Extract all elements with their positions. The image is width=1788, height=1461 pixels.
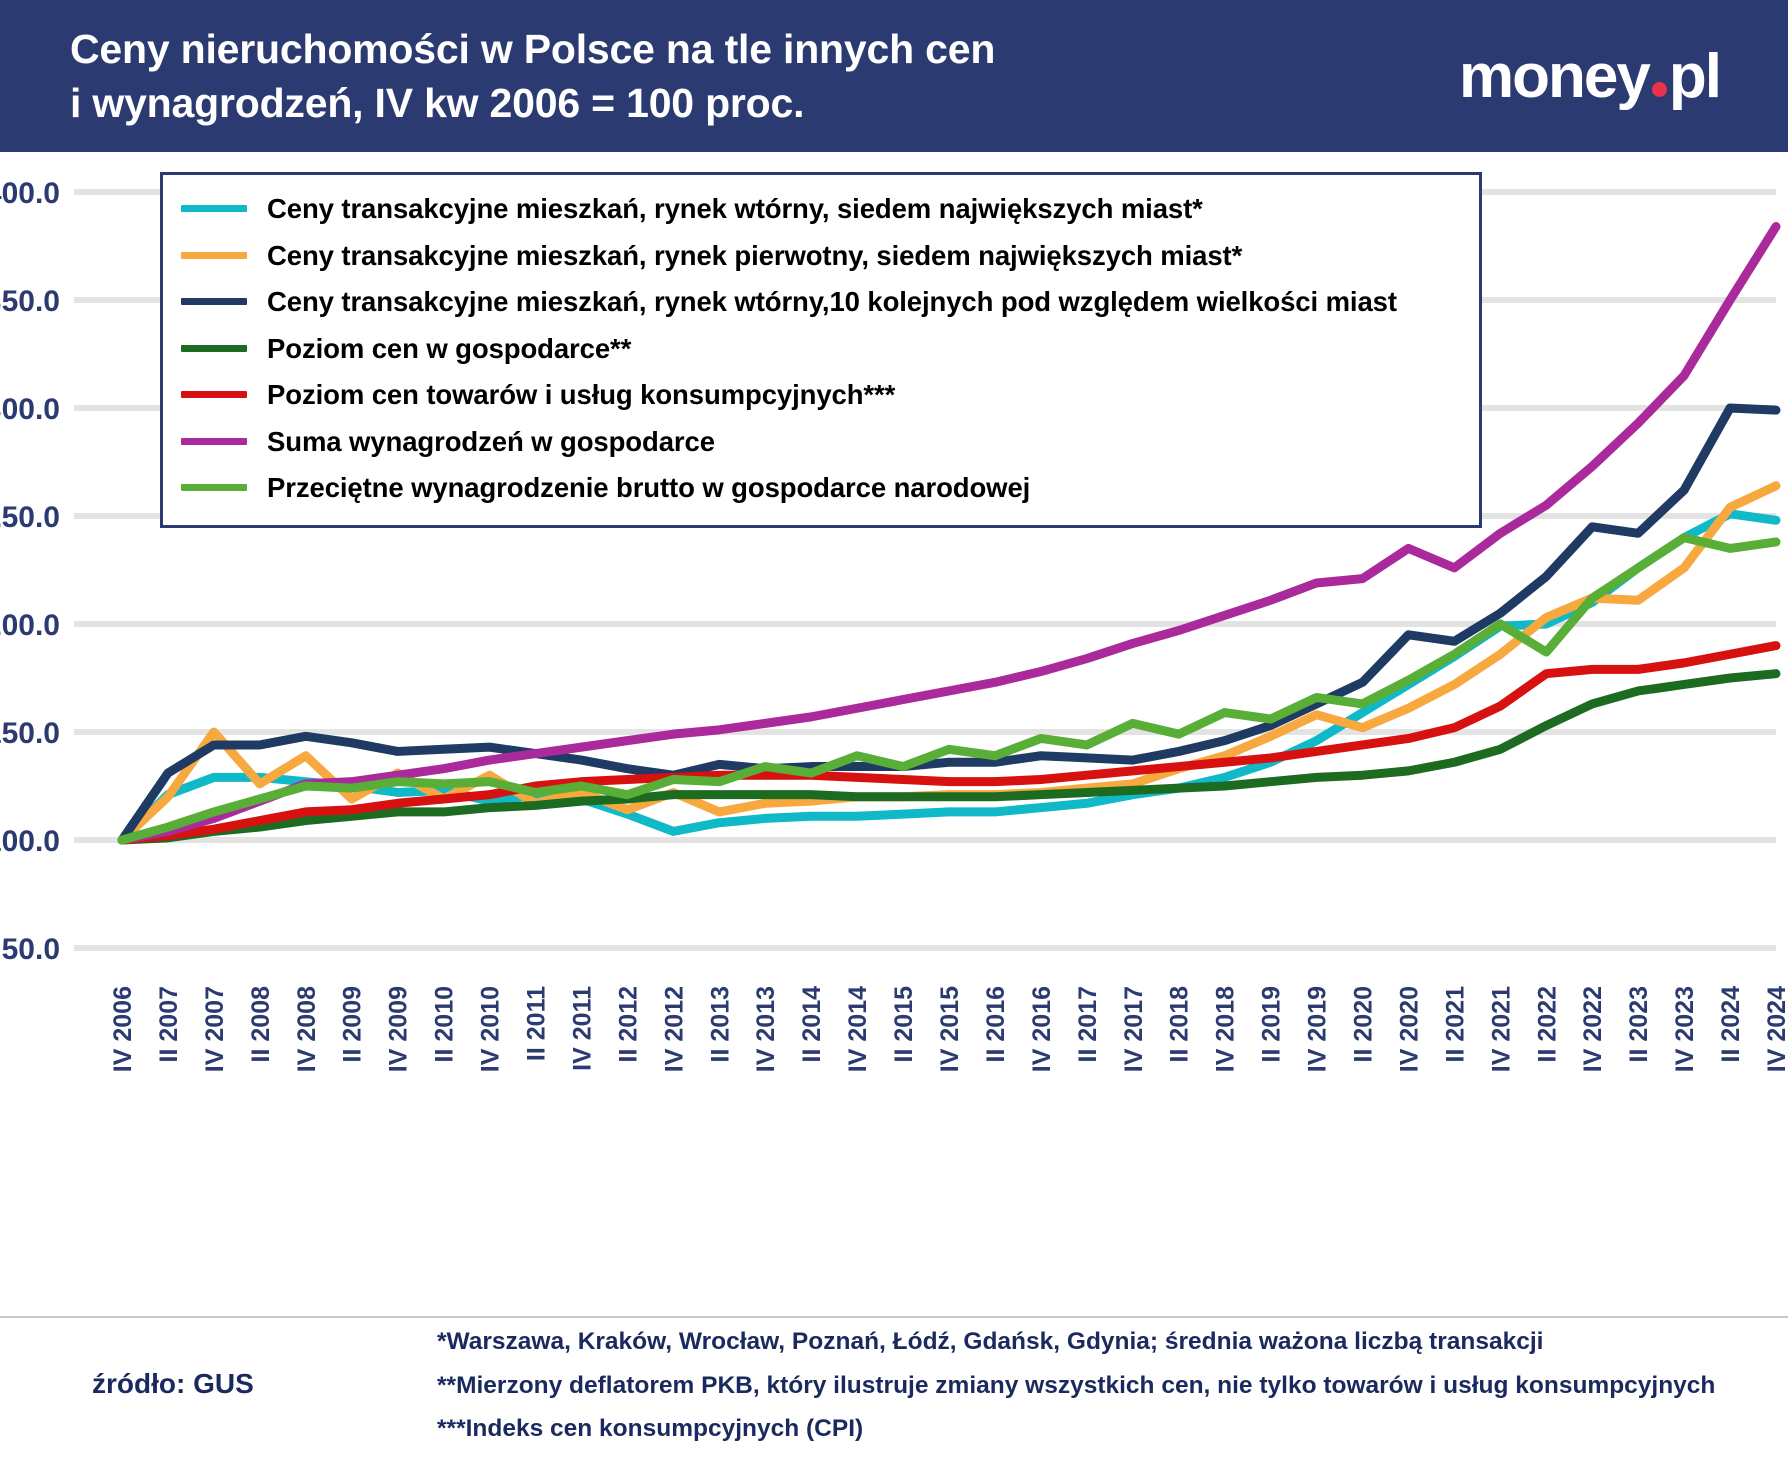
x-axis-tick: II 2012 — [614, 986, 642, 1062]
x-axis-tick: IV 2012 — [660, 986, 688, 1072]
x-axis-tick: II 2007 — [155, 986, 183, 1062]
x-axis-tick: IV 2015 — [936, 986, 964, 1072]
x-axis-tick: IV 2007 — [201, 986, 229, 1072]
x-axis-tick: II 2017 — [1074, 986, 1102, 1062]
x-axis-tick: II 2013 — [706, 986, 734, 1062]
legend-label-1: Ceny transakcyjne mieszkań, rynek pierwo… — [267, 239, 1243, 271]
x-axis-tick: IV 2024 — [1763, 986, 1788, 1072]
series-line-2 — [117, 403, 1781, 845]
x-axis-tick: IV 2018 — [1212, 986, 1240, 1072]
legend-color-swatch-0 — [181, 205, 247, 212]
x-axis-tick: II 2008 — [247, 986, 275, 1063]
legend-color-swatch-2 — [181, 298, 247, 306]
x-axis-tick: II 2020 — [1350, 986, 1378, 1062]
x-axis-tick: II 2019 — [1258, 986, 1286, 1062]
x-axis-tick: II 2015 — [890, 986, 918, 1063]
chart-series-lines — [117, 222, 1781, 845]
x-axis-tick: IV 2010 — [477, 986, 505, 1072]
x-axis-tick: IV 2009 — [385, 986, 413, 1072]
x-axis-tick: IV 2013 — [752, 986, 780, 1072]
legend-label-2: Ceny transakcyjne mieszkań, rynek wtórny… — [267, 286, 1397, 318]
chart-footer: źródło: GUS *Warszawa, Kraków, Wrocław, … — [0, 1316, 1788, 1441]
legend-label-5: Suma wynagrodzeń w gospodarce — [267, 425, 715, 457]
series-line-6 — [117, 533, 1781, 845]
footnote-1: *Warszawa, Kraków, Wrocław, Poznań, Łódź… — [437, 1328, 1544, 1355]
y-axis-tick: 50.0 — [2, 933, 60, 966]
brand-name-right: pl — [1668, 41, 1722, 111]
x-axis-tick: II 2024 — [1717, 986, 1745, 1063]
y-axis-tick-labels: 50.0 100.0 150.0 200.0 250.0 300.0 350.0 400.0 — [0, 177, 60, 966]
x-axis-tick: IV 2019 — [1304, 986, 1332, 1072]
x-axis-tick: IV 2014 — [844, 986, 872, 1072]
x-axis-tick: IV 2020 — [1395, 986, 1423, 1072]
x-axis-tick-labels: IV 2006 II 2007 IV 2007 II 2008 IV 2008 II 20… — [109, 986, 1788, 1072]
page-title: Ceny nieruchomości w Polsce na tle innyc… — [70, 25, 996, 126]
x-axis-tick: IV 2022 — [1579, 986, 1607, 1072]
y-axis-tick: 300.0 — [0, 393, 60, 426]
x-axis-tick: IV 2023 — [1671, 986, 1699, 1072]
series-line-3 — [117, 669, 1781, 845]
legend-label-0: Ceny transakcyjne mieszkań, rynek wtórny… — [267, 193, 1203, 224]
legend-item[interactable]: Poziom cen towarów i usług konsumpcyjnyc… — [181, 377, 1457, 414]
brand-dot-icon — [1651, 81, 1667, 97]
y-axis-tick: 350.0 — [0, 285, 60, 318]
legend-label-3: Poziom cen w gospodarce** — [267, 332, 632, 364]
y-axis-tick: 250.0 — [0, 501, 60, 534]
legend-label-4: Poziom cen towarów i usług konsumpcyjnyc… — [267, 379, 896, 411]
brand-name-left: money — [1459, 41, 1651, 111]
legend-item[interactable]: Ceny transakcyjne mieszkań, rynek pierwo… — [181, 238, 1457, 275]
x-axis-tick: II 2018 — [1166, 986, 1194, 1063]
y-axis-tick: 100.0 — [0, 825, 60, 858]
legend-color-swatch-6 — [181, 484, 247, 492]
x-axis-tick: IV 2011 — [568, 986, 596, 1071]
y-axis-tick: 150.0 — [0, 717, 60, 750]
x-axis-tick: II 2009 — [339, 986, 367, 1062]
x-axis-tick: II 2010 — [431, 986, 459, 1062]
x-axis-tick: IV 2017 — [1120, 986, 1148, 1072]
x-axis-tick: II 2023 — [1625, 986, 1653, 1062]
legend-color-swatch-1 — [181, 251, 247, 259]
legend-item[interactable]: Poziom cen w gospodarce** — [181, 331, 1457, 368]
y-axis-tick: 400.0 — [0, 177, 60, 210]
legend-item[interactable]: Ceny transakcyjne mieszkań, rynek wtórny… — [181, 284, 1457, 321]
x-axis-tick: II 2011 — [523, 986, 551, 1061]
legend-color-swatch-5 — [181, 437, 247, 445]
footnote-3: ***Indeks cen konsumpcyjnych (CPI) — [437, 1415, 864, 1442]
footnotes: *Warszawa, Kraków, Wrocław, Poznań, Łódź… — [437, 1328, 1777, 1461]
money-pl-logo: money pl — [1459, 41, 1750, 112]
x-axis-tick: II 2016 — [982, 986, 1010, 1062]
legend-color-swatch-3 — [181, 344, 247, 352]
x-axis-tick: IV 2016 — [1028, 986, 1056, 1072]
footnote-2: **Mierzony deflatorem PKB, który ilustru… — [437, 1371, 1716, 1399]
x-axis-tick: II 2021 — [1441, 986, 1469, 1063]
legend-item[interactable]: Przeciętne wynagrodzenie brutto w gospod… — [181, 470, 1457, 507]
x-axis-tick: IV 2021 — [1487, 986, 1515, 1072]
x-axis-tick: II 2022 — [1533, 986, 1561, 1062]
legend-item[interactable]: Suma wynagrodzeń w gospodarce — [181, 424, 1457, 461]
source-label: źródło: GUS — [92, 1368, 254, 1399]
page-header: Ceny nieruchomości w Polsce na tle innyc… — [0, 0, 1788, 152]
legend-item[interactable]: Ceny transakcyjne mieszkań, rynek wtórny… — [181, 191, 1457, 228]
x-axis-tick: IV 2006 — [109, 986, 137, 1072]
x-axis-tick: II 2014 — [798, 986, 826, 1063]
x-axis-tick: IV 2008 — [293, 986, 321, 1072]
series-line-4 — [117, 641, 1781, 845]
legend-label-6: Przeciętne wynagrodzenie brutto w gospod… — [267, 472, 1031, 504]
legend-color-swatch-4 — [181, 391, 247, 399]
y-axis-tick: 200.0 — [0, 609, 60, 642]
chart-legend: Ceny transakcyjne mieszkań, rynek wtórny… — [160, 172, 1482, 528]
series-line-5 — [117, 222, 1781, 845]
